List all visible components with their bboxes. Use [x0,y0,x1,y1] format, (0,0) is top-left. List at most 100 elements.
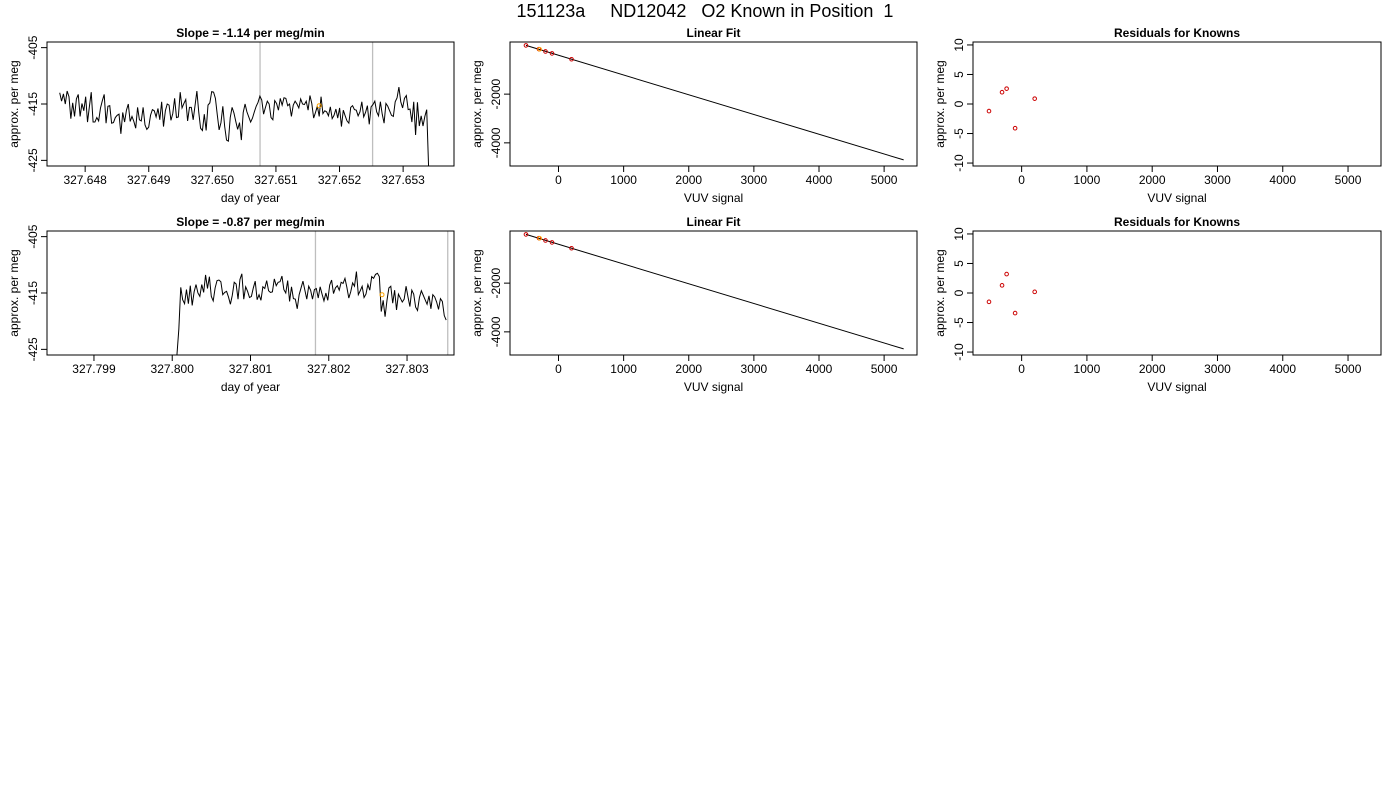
panel-title: Slope = -0.87 per meg/min [176,215,324,229]
plot-frame [972,230,1382,356]
y-tick-label: 5 [952,71,966,78]
y-tick-label: -425 [26,337,40,361]
fit-line [525,44,904,161]
y-axis-label: approx. per meg [470,60,484,147]
x-tick-label: 3000 [741,173,768,187]
x-axis-label: day of year [221,191,280,205]
y-tick-label: 10 [952,38,966,52]
y-tick-label: -425 [26,148,40,172]
x-axis-label: VUV signal [1147,380,1206,394]
y-tick-label: -415 [26,92,40,116]
y-tick-label: -405 [26,224,40,248]
fit-line [525,233,904,350]
panel-title: Residuals for Knowns [1114,26,1240,40]
x-tick-label: 327.652 [318,173,362,187]
plot-frame [46,230,455,356]
y-tick-label: -5 [952,317,966,328]
x-tick-label: 4000 [806,362,833,376]
x-tick-label: 327.650 [191,173,235,187]
plot-area [523,232,904,350]
y-tick-label: -2000 [489,78,503,109]
panel-title: Linear Fit [686,26,740,40]
plot-frame [972,41,1382,167]
data-point [549,240,555,245]
y-axis-label: approx. per meg [933,249,947,336]
x-tick-label: 1000 [1074,173,1101,187]
panel-slope-bottom: Slope = -0.87 per meg/min 327.799 327.800 3… [7,215,455,394]
residual-point [999,283,1005,288]
data-point [523,43,529,48]
plot-area [986,271,1037,316]
known-point [537,236,542,241]
x-tick-label: 327.800 [151,362,195,376]
y-tick-label: -10 [952,154,966,172]
known-marker [316,103,322,109]
x-tick-label: 327.648 [63,173,107,187]
x-axis-label: VUV signal [684,191,743,205]
residual-point [1012,125,1018,131]
y-tick-label: -2000 [489,267,503,298]
x-axis-label: VUV signal [684,380,743,394]
residual-point [1004,86,1009,91]
panel-linear-fit-bottom: Linear Fit 0 1000 2000 3000 4000 5000 -2000 -400… [470,215,918,394]
x-tick-label: 0 [1018,362,1025,376]
x-tick-label: 2000 [675,173,702,187]
y-tick-label: -10 [952,343,966,361]
x-tick-label: 0 [555,173,562,187]
x-tick-label: 327.802 [307,362,351,376]
x-tick-label: 4000 [806,173,833,187]
y-tick-label: -4000 [489,316,503,347]
residual-point [1004,271,1009,277]
data-point [543,49,548,54]
x-tick-label: 327.803 [385,362,429,376]
panel-title: Residuals for Knowns [1114,215,1240,229]
plot-area [986,86,1037,131]
x-tick-label: 327.649 [127,173,171,187]
x-tick-label: 4000 [1269,362,1296,376]
x-tick-label: 5000 [1335,173,1362,187]
x-axis-label: VUV signal [1147,191,1206,205]
y-axis-label: approx. per meg [933,60,947,147]
x-tick-label: 5000 [871,173,898,187]
x-tick-label: 3000 [1204,173,1231,187]
y-axis-label: approx. per meg [470,249,484,336]
x-tick-label: 327.651 [254,173,298,187]
residual-point [986,108,992,114]
known-point [537,47,542,52]
panel-linear-fit-top: Linear Fit 0 1000 2000 3000 4000 5000 -2000 -400… [470,26,918,205]
x-tick-label: 2000 [1139,362,1166,376]
panel-title: Slope = -1.14 per meg/min [176,26,324,40]
plot-frame [46,41,455,167]
residual-point [999,89,1005,95]
panel-residuals-top: Residuals for Knowns 0 1000 2000 3000 4000 500… [933,26,1382,205]
x-tick-label: 1000 [1074,362,1101,376]
x-tick-label: 0 [1018,173,1025,187]
y-tick-label: -4000 [489,127,503,158]
x-tick-label: 327.653 [381,173,425,187]
data-point [543,238,548,243]
plot-frame [509,41,918,167]
y-tick-label: -5 [952,128,966,139]
residual-point [1012,310,1018,316]
residual-point [1032,96,1037,101]
y-axis-label: approx. per meg [7,60,21,147]
data-point [569,56,574,62]
x-tick-label: 2000 [675,362,702,376]
x-tick-label: 3000 [741,362,768,376]
x-tick-label: 327.801 [229,362,273,376]
y-tick-label: -415 [26,281,40,305]
data-point [549,51,555,56]
plot-area [59,42,430,166]
y-tick-label: 10 [952,227,966,241]
plot-frame [509,230,918,356]
x-tick-label: 1000 [610,173,637,187]
signal-trace [59,87,430,166]
x-tick-label: 1000 [610,362,637,376]
x-tick-label: 4000 [1269,173,1296,187]
panel-title: Linear Fit [686,215,740,229]
plot-area [47,231,449,355]
data-point [523,232,529,237]
page-title: 151123a ND12042 O2 Known in Position 1 [516,1,894,21]
panel-slope-top: Slope = -1.14 per meg/min 327.648 327.649 3… [7,26,455,205]
y-tick-label: 5 [952,260,966,267]
